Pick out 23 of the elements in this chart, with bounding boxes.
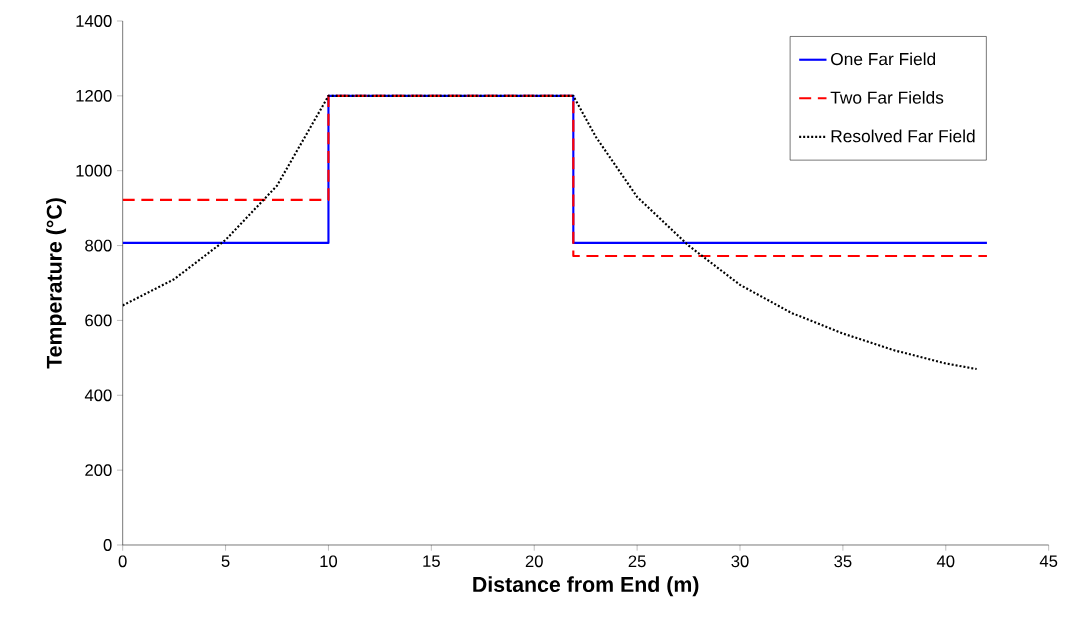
y-tick-label: 400	[84, 389, 112, 402]
y-tick-label: 0	[103, 539, 112, 551]
legend-label: Two Far Fields	[830, 91, 944, 104]
y-tick-label: 1400	[76, 15, 112, 27]
y-axis-title: Temperature (°C)	[46, 198, 67, 369]
y-tick-label: 200	[85, 464, 112, 477]
x-tick-label: 40	[936, 555, 955, 568]
legend-label: Resolved Far Field	[831, 129, 975, 143]
legend-label: One Far Field	[831, 52, 936, 66]
x-tick-label: 35	[834, 555, 852, 568]
y-tick-label: 600	[85, 314, 112, 327]
x-tick-label: 10	[320, 555, 338, 568]
x-tick-label: 25	[628, 555, 646, 568]
y-tick-label: 1200	[76, 89, 112, 102]
x-axis-title: Distance from End (m)	[473, 576, 699, 597]
x-tick-label: 5	[221, 555, 230, 568]
x-tick-label: 45	[1039, 555, 1058, 568]
y-tick-label: 1000	[76, 164, 112, 177]
x-tick-label: 20	[525, 555, 543, 568]
x-tick-label: 0	[118, 555, 127, 568]
x-tick-label: 15	[423, 555, 440, 568]
x-tick-label: 30	[731, 555, 749, 568]
y-tick-label: 800	[85, 239, 112, 252]
